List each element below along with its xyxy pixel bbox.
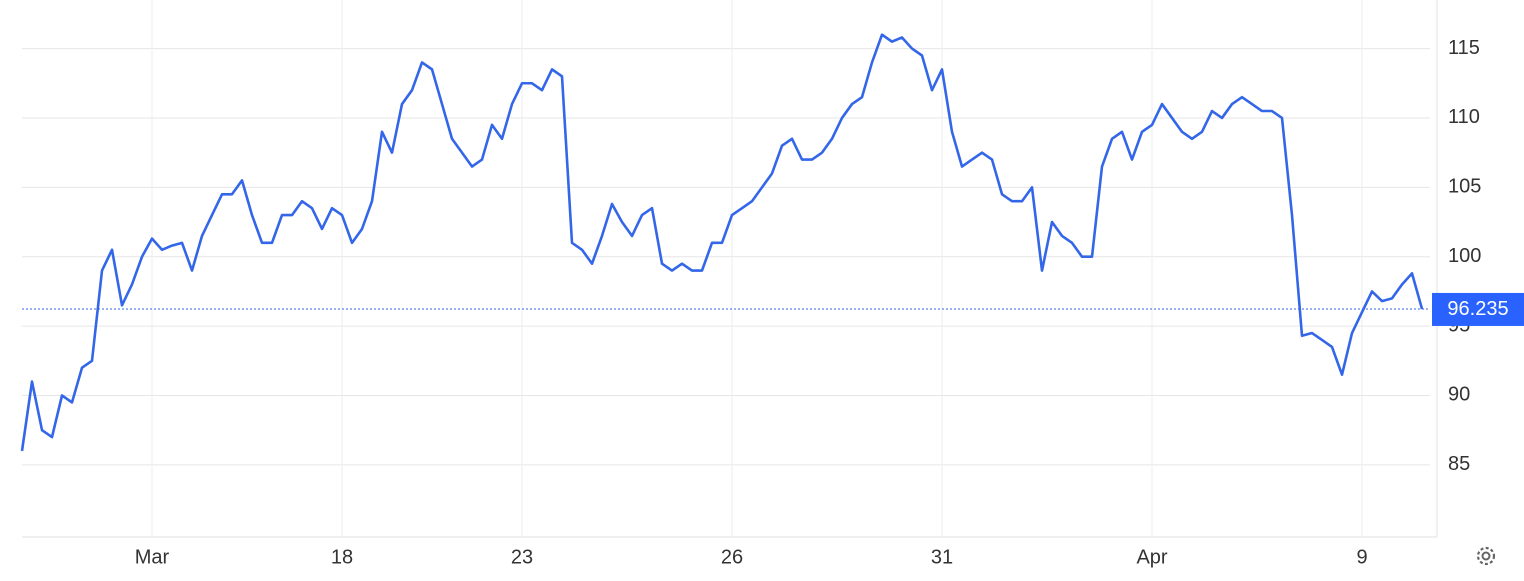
y-tick-label: 105 bbox=[1448, 176, 1481, 198]
y-tick-label: 85 bbox=[1448, 453, 1470, 475]
x-tick-label: Apr bbox=[1136, 546, 1167, 568]
grid bbox=[22, 0, 1430, 537]
x-tick-label: 9 bbox=[1356, 546, 1367, 568]
x-tick-label: 18 bbox=[331, 546, 353, 568]
y-tick-label: 90 bbox=[1448, 384, 1470, 406]
x-tick-label: 23 bbox=[511, 546, 533, 568]
x-tick-label: 26 bbox=[721, 546, 743, 568]
settings-icon[interactable] bbox=[1476, 546, 1496, 566]
last-value-label: 96.235 bbox=[1447, 298, 1508, 320]
x-tick-label: Mar bbox=[135, 546, 170, 568]
last-value-box bbox=[1432, 292, 1524, 326]
y-tick-label: 110 bbox=[1448, 106, 1480, 128]
x-tick-label: 31 bbox=[931, 546, 953, 568]
y-tick-label: 115 bbox=[1448, 37, 1480, 59]
y-tick-label: 100 bbox=[1448, 245, 1481, 267]
price-line bbox=[20, 33, 1424, 452]
